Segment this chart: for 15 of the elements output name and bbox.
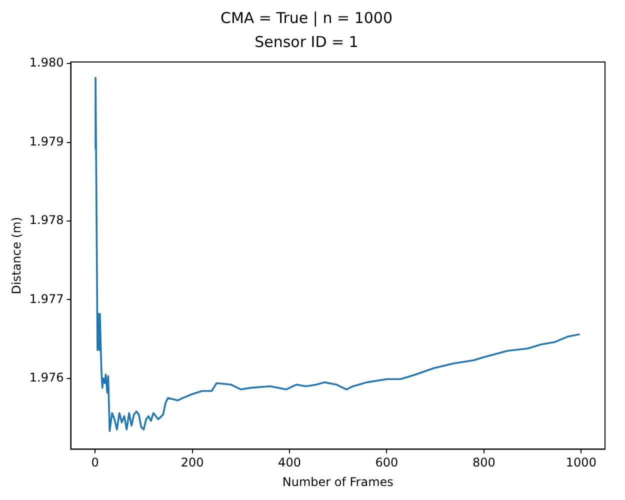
y-tick-label: 1.976 [29,370,64,384]
chart-subtitle: Sensor ID = 1 [254,32,358,51]
y-tick-label: 1.977 [29,292,64,306]
chart-title: CMA = True | n = 1000 [220,8,393,27]
x-tick-label: 600 [375,456,398,470]
y-tick-label: 1.979 [29,134,64,148]
x-tick-label: 1000 [566,456,596,470]
x-tick-label: 0 [91,456,99,470]
x-axis-title: Number of Frames [282,474,394,489]
x-tick-label: 400 [278,456,301,470]
x-tick-label: 200 [180,456,204,470]
y-axis-title: Distance (m) [9,216,24,294]
y-tick-label: 1.980 [29,56,64,70]
y-tick-label: 1.978 [29,213,64,228]
x-tick-label: 800 [472,456,496,470]
